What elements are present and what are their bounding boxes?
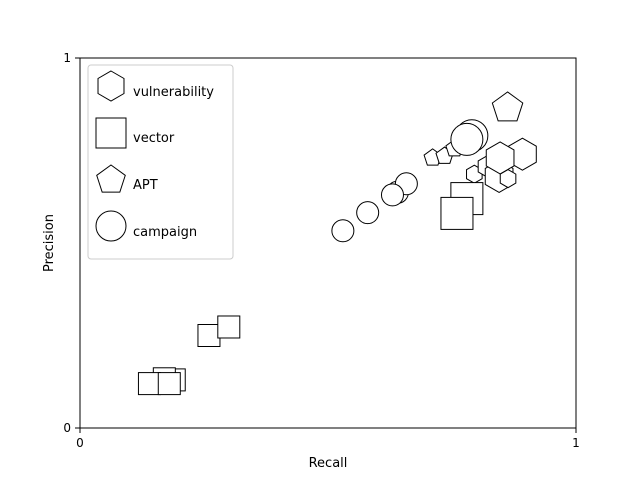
- legend-markers: [95, 70, 127, 242]
- vector-point-2: [137, 372, 161, 396]
- legend-label-vector: vector: [133, 131, 175, 146]
- campaign-point-4: [380, 183, 404, 207]
- vulnerability-point-4: [508, 137, 537, 171]
- vector-point-3: [157, 372, 181, 396]
- legend-label-vulnerability: vulnerability: [133, 85, 214, 100]
- legend-label-apt: APT: [133, 178, 158, 193]
- legend-marker-vector: [95, 117, 127, 149]
- legend-marker-campaign: [95, 210, 127, 242]
- campaign-point-1: [356, 201, 380, 225]
- y-tick-label-0: 0: [63, 421, 71, 435]
- plot-frame: [79, 57, 577, 429]
- x-tick-label-0: 0: [76, 436, 84, 450]
- y-tick-label-1: 1: [63, 51, 71, 65]
- y-axis-label: Precision: [42, 214, 57, 272]
- x-tick-label-1: 1: [572, 436, 580, 450]
- legend: vulnerability vector APT campaign: [87, 64, 234, 260]
- apt-point-3: [491, 91, 524, 122]
- legend-marker-vulnerability: [97, 70, 125, 102]
- legend-frame: [87, 64, 234, 260]
- vector-point-4: [197, 324, 221, 347]
- data-points: [137, 91, 537, 396]
- vulnerability-point-5: [485, 141, 515, 175]
- legend-label-campaign: campaign: [133, 225, 197, 240]
- campaign-point-6: [450, 122, 484, 156]
- legend-marker-apt: [96, 164, 126, 193]
- vector-point-7: [440, 196, 474, 230]
- vector-point-5: [217, 315, 241, 339]
- x-axis-label: Recall: [309, 456, 348, 471]
- campaign-point-0: [331, 219, 355, 243]
